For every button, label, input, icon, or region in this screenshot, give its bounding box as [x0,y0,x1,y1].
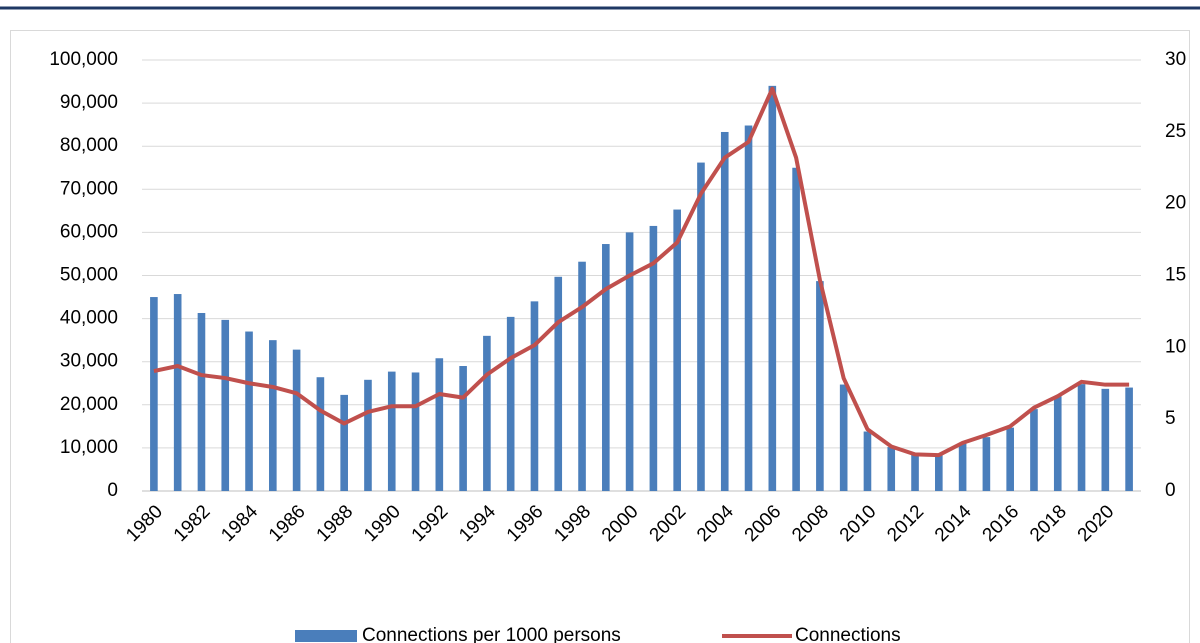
bar [1125,387,1133,491]
bar [578,261,586,491]
y2-tick-label: 10 [1165,336,1186,357]
y2-tick-label: 0 [1165,480,1176,501]
bar [649,225,658,491]
bar [673,209,681,491]
y-tick-label: 60,000 [60,221,118,242]
bar [697,162,705,491]
x-tick-label: 2008 [788,501,833,546]
bar [958,443,967,491]
bar [411,372,420,491]
bar [459,366,467,491]
legend-label: Connections per 1000 persons [362,625,621,643]
bar [364,379,372,491]
x-tick-label: 2000 [598,501,643,546]
x-tick-label: 1992 [408,501,453,546]
bar [768,85,777,492]
legend-swatch [295,630,357,642]
x-tick-label: 2020 [1074,501,1119,546]
line [153,86,1130,458]
x-tick-label: 2016 [979,501,1024,546]
y2-tick-label: 20 [1165,193,1186,214]
y2-tick-label: 15 [1165,265,1186,286]
bar [530,301,539,491]
bar [292,349,301,491]
y-tick-label: 50,000 [60,265,118,286]
bar [173,294,182,491]
bar [792,167,800,491]
y-tick-label: 20,000 [60,394,118,415]
bar [1077,384,1086,491]
y-tick-label: 10,000 [60,437,118,458]
legend-label: Connections [795,625,901,643]
x-tick-label: 1996 [503,501,548,546]
bar [387,371,396,491]
x-tick-label: 2010 [836,501,881,546]
x-tick-label: 1994 [455,501,500,546]
bar [887,447,896,491]
bar [982,437,991,491]
bar [935,454,943,491]
x-tick-label: 1980 [122,501,167,546]
x-tick-label: 2004 [693,501,738,546]
bar [1101,388,1110,491]
x-tick-label: 1988 [313,501,358,546]
x-tick-label: 2002 [646,501,691,546]
bar [483,335,491,491]
y-tick-label: 70,000 [60,178,118,199]
x-tick-label: 2014 [931,501,976,546]
bar [506,316,515,491]
y-tick-label: 30,000 [60,351,118,372]
bar [245,331,253,491]
bar [269,340,277,491]
bar [720,131,729,492]
bar [816,281,824,491]
bar [340,394,348,491]
bar [1030,409,1038,491]
y-tick-label: 80,000 [60,135,118,156]
y-tick-label: 40,000 [60,308,118,329]
bar [554,276,563,491]
bar [625,232,634,491]
y2-tick-label: 25 [1165,121,1186,142]
bar [602,244,610,491]
y2-tick-label: 30 [1165,49,1186,70]
bar [744,125,753,492]
x-tick-label: 1986 [265,501,310,546]
y-tick-label: 90,000 [60,92,118,113]
x-tick-label: 2012 [883,501,928,546]
x-tick-label: 2018 [1026,501,1071,546]
y2-tick-label: 5 [1165,408,1176,429]
bar [221,319,230,491]
bar [150,297,158,491]
x-tick-label: 1984 [217,501,262,546]
y-tick-label: 0 [107,480,118,501]
bar [316,377,325,491]
x-tick-label: 2006 [741,501,786,546]
bar [435,358,444,491]
bar [911,453,919,491]
bar [1053,396,1062,491]
bar [863,431,872,491]
bar [197,312,206,491]
x-tick-label: 1998 [550,501,595,546]
bar [839,384,848,491]
chart-frame [10,30,1190,643]
x-tick-label: 1982 [170,501,215,546]
bar [1006,427,1014,491]
y-tick-label: 100,000 [49,49,118,70]
x-tick-label: 1990 [360,501,405,546]
